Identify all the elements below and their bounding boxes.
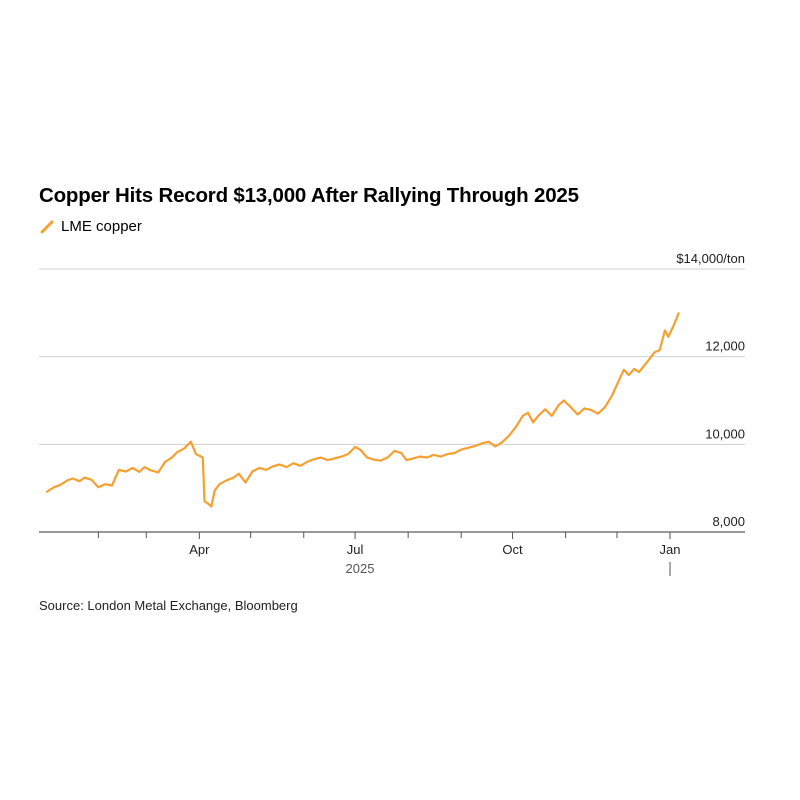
legend-label: LME copper <box>61 218 142 235</box>
x-tick-label: Apr <box>189 542 210 557</box>
y-tick-label: 8,000 <box>712 514 745 529</box>
source-note: Source: London Metal Exchange, Bloomberg <box>39 598 298 613</box>
series-lines <box>45 312 680 508</box>
x-tick-label: Oct <box>502 542 523 557</box>
chart-title: Copper Hits Record $13,000 After Rallyin… <box>39 184 579 207</box>
y-tick-label: 10,000 <box>705 426 745 441</box>
legend: LME copper <box>39 218 142 235</box>
x-tick-label: Jul <box>347 542 364 557</box>
y-tick-label: $14,000/ton <box>676 251 745 266</box>
series-line-lme-copper <box>45 312 680 508</box>
y-axis-labels: $14,000/ton 12,000 10,000 8,000 <box>676 251 745 529</box>
x-axis: Apr Jul Oct Jan 2025 <box>97 532 681 576</box>
x-tick-label: Jan <box>660 542 681 557</box>
legend-swatch-icon <box>40 220 54 233</box>
y-tick-label: 12,000 <box>705 339 745 354</box>
year-label: 2025 <box>346 561 375 576</box>
gridlines <box>39 268 745 533</box>
